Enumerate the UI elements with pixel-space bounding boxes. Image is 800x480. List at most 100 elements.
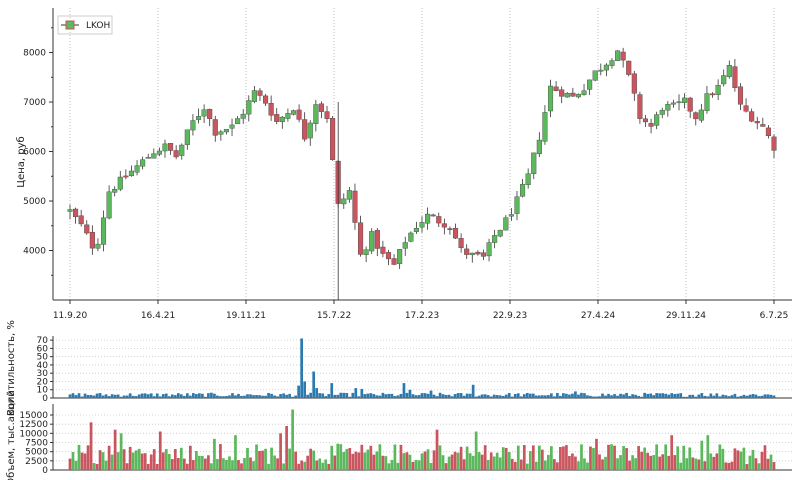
volume-bar <box>333 455 337 470</box>
volatility-bar <box>640 396 643 398</box>
volatility-bar <box>652 395 656 398</box>
volume-bar <box>98 450 102 470</box>
volume-bar <box>700 440 704 470</box>
volume-bar <box>432 450 436 470</box>
volatility-bar <box>495 395 499 398</box>
volume-bar <box>748 455 752 470</box>
volume-bar <box>730 461 734 470</box>
volatility-bar <box>324 396 328 398</box>
volatility-bar <box>769 394 773 398</box>
volatility-bar <box>468 393 472 398</box>
volume-bar <box>252 461 255 470</box>
volatility-bar <box>658 393 662 398</box>
volatility-bar <box>110 394 114 398</box>
volume-bar <box>667 455 671 470</box>
volume-bar <box>285 426 288 470</box>
volume-ytick-label: 0 <box>42 466 48 476</box>
volatility-bar <box>321 393 325 398</box>
price-axes: 11.9.20 16.4.21 19.11.21 15.7.22 17.2.23 22.9… <box>23 8 792 321</box>
volume-bar <box>158 431 162 470</box>
volume-bar <box>450 454 454 470</box>
volatility-bar <box>249 394 252 398</box>
volume-bar <box>279 433 282 470</box>
volume-ytick-label: 2500 <box>25 457 48 467</box>
volume-bar <box>694 458 698 470</box>
volume-bar <box>571 453 574 470</box>
price-candle <box>112 189 118 193</box>
volatility-bar <box>143 393 147 398</box>
volume-bar <box>399 444 403 470</box>
volatility-bar <box>255 395 258 398</box>
price-candle <box>240 113 246 119</box>
volatility-bar <box>366 393 370 398</box>
volume-bar <box>219 444 222 470</box>
price-candle <box>100 217 107 245</box>
price-candle <box>128 170 135 177</box>
volatility-bar <box>543 395 547 398</box>
volume-bar <box>140 453 144 470</box>
volatility-bar <box>510 396 514 398</box>
volatility-bar <box>664 393 668 398</box>
volatility-bar <box>188 395 192 398</box>
volatility-bar <box>309 392 313 398</box>
price-candle <box>637 94 643 119</box>
price-candle <box>631 73 637 94</box>
volume-bar <box>228 456 231 470</box>
volume-bar <box>601 459 604 470</box>
price-candle <box>648 123 654 127</box>
price-ylabel: Цена, руб <box>16 136 27 187</box>
volume-bar <box>742 447 746 470</box>
volume-bar <box>104 460 108 470</box>
volume-bar <box>77 444 81 470</box>
volume-bar <box>688 447 692 470</box>
price-candle <box>419 222 425 228</box>
volume-bar <box>568 456 571 470</box>
volatility-bar <box>766 394 770 398</box>
volatility-ylabel: Волатильность, % <box>6 320 17 416</box>
price-candle <box>715 85 721 95</box>
legend: LKOH <box>57 15 113 35</box>
volatility-bar <box>83 393 87 398</box>
volume-bar <box>495 452 499 470</box>
price-candle <box>218 131 224 135</box>
price-candle <box>642 118 649 123</box>
volume-bar <box>201 456 204 470</box>
volume-bar <box>504 447 508 470</box>
price-candle <box>475 251 481 255</box>
volatility-bar <box>598 396 601 398</box>
volume-bar <box>435 429 439 470</box>
volatility-bar <box>282 393 285 398</box>
volume-bar <box>110 454 114 470</box>
price-candle <box>318 103 324 112</box>
volatility-bar <box>592 396 595 398</box>
volatility-bar <box>679 393 683 398</box>
price-candle <box>721 75 727 85</box>
volatility-bar <box>531 393 535 398</box>
volatility-bar <box>191 393 195 398</box>
volume-bar <box>315 460 319 470</box>
volume-bar <box>381 455 385 470</box>
volatility-bar <box>89 395 93 398</box>
volatility-bar <box>625 392 628 398</box>
volatility-bar <box>71 393 75 398</box>
volume-bar <box>595 438 598 470</box>
volume-bar <box>134 450 138 470</box>
volume-bar <box>763 445 767 470</box>
volume-bar <box>429 462 433 470</box>
volatility-bar <box>772 395 776 398</box>
volume-bar <box>351 453 355 470</box>
volatility-bar <box>402 383 406 398</box>
volatility-bar <box>450 396 454 398</box>
volume-bar <box>625 448 628 470</box>
price-candle <box>760 124 766 127</box>
volume-bar <box>420 453 424 470</box>
price-candle <box>737 86 744 105</box>
price-candle <box>559 89 565 97</box>
price-candle <box>670 102 676 105</box>
volatility-bar <box>661 393 665 398</box>
volatility-bar <box>95 393 99 398</box>
price-candle <box>307 122 313 139</box>
volume-bar <box>556 462 559 470</box>
price-candle <box>598 69 604 72</box>
volume-bar <box>459 446 463 470</box>
